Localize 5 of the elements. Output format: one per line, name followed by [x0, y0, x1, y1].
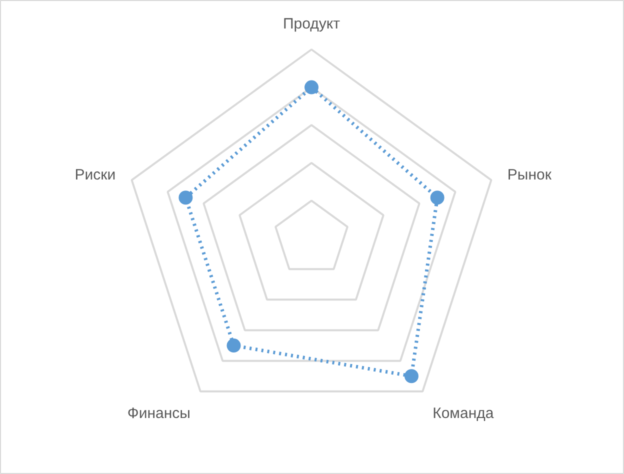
spoke-label: Риски — [74, 166, 116, 184]
spoke-label: Продукт — [283, 15, 340, 32]
spoke-label: Финансы — [127, 405, 190, 422]
spoke-label: Команда — [432, 405, 494, 422]
spoke-label: Рынок — [507, 166, 552, 184]
